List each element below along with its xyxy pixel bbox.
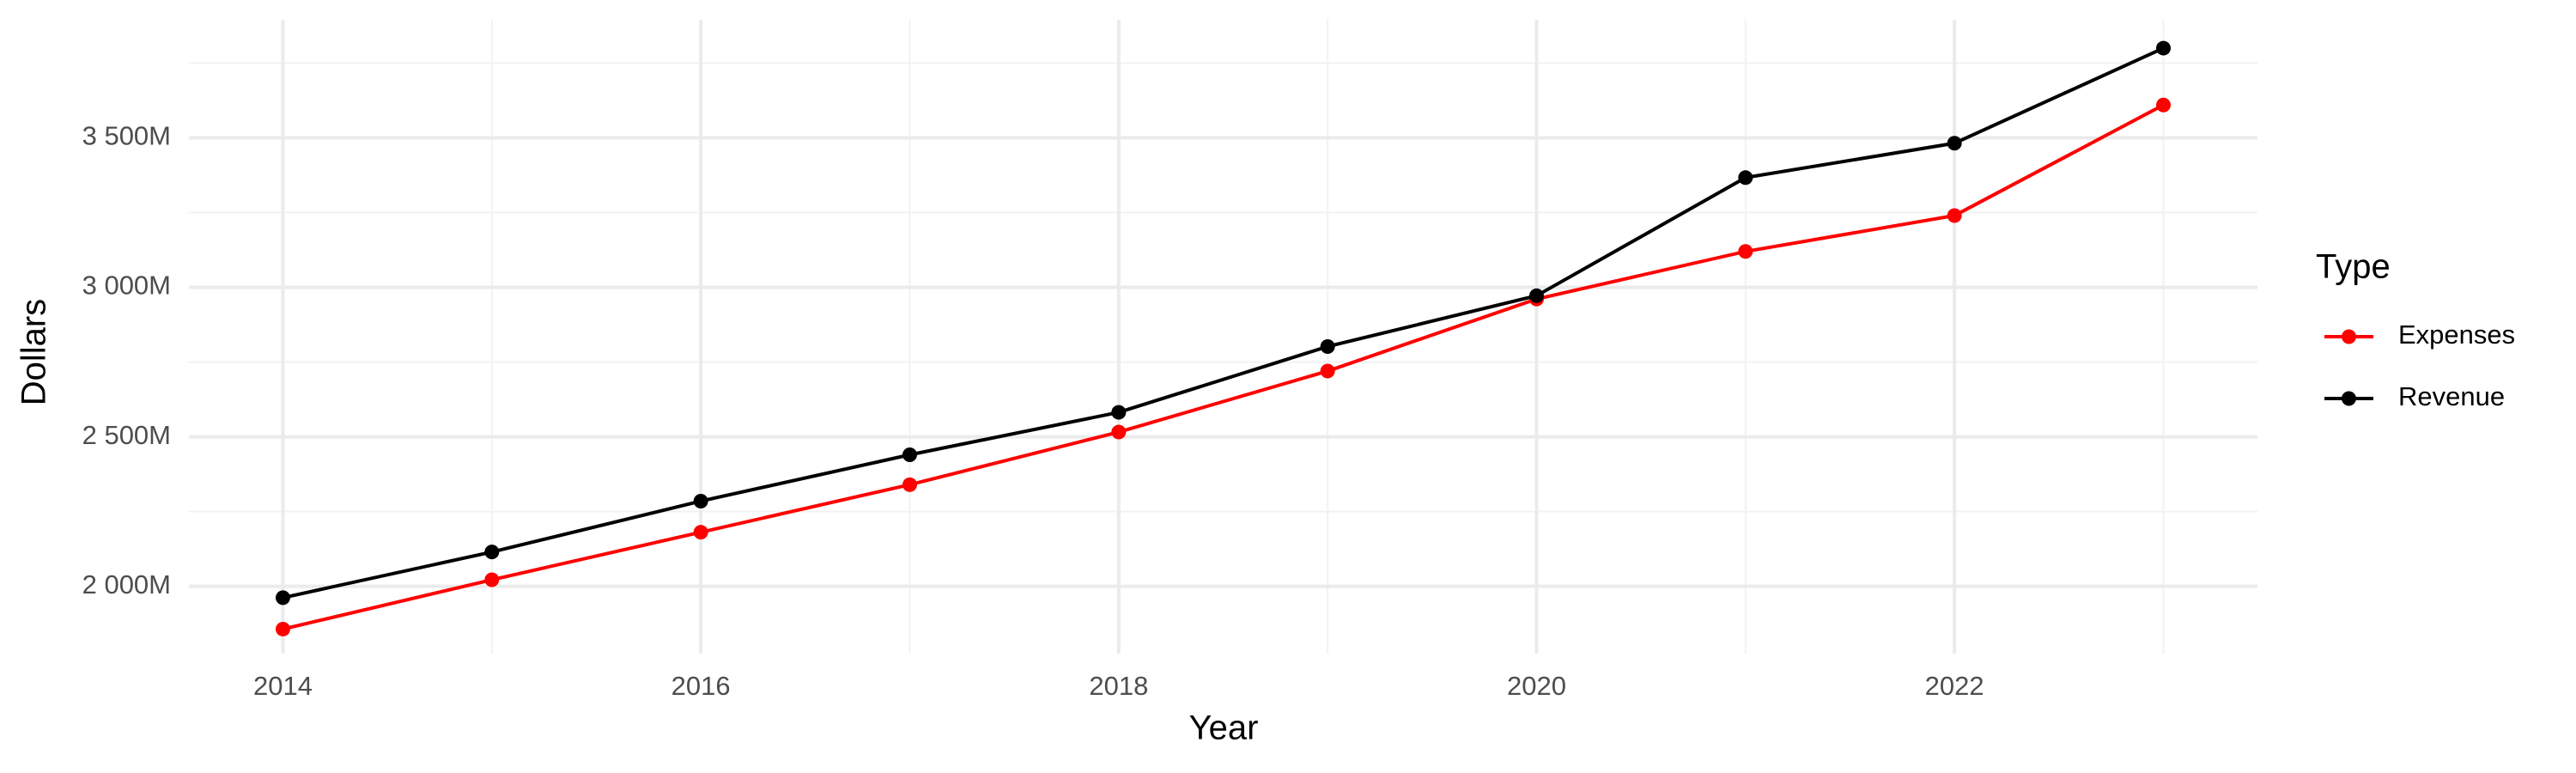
data-point (1529, 288, 1544, 303)
data-point (902, 447, 917, 463)
data-point (1111, 424, 1127, 440)
y-tick-label: 3 500M (82, 121, 171, 151)
data-point (2156, 97, 2171, 113)
series-line (283, 46, 2165, 600)
data-point (1947, 136, 1962, 151)
data-point (1320, 338, 1335, 354)
y-tick-label: 2 500M (82, 420, 171, 450)
data-point (2156, 40, 2171, 56)
data-point (1738, 170, 1753, 186)
x-tick-label: 2018 (1089, 671, 1148, 701)
x-tick-label: 2016 (671, 671, 731, 701)
x-axis-title: Year (1189, 709, 1259, 747)
x-tick-label: 2014 (253, 671, 313, 701)
y-tick-label: 2 000M (82, 569, 171, 600)
data-point (902, 477, 917, 492)
data-point (276, 621, 290, 636)
legend-title: Type (2316, 248, 2391, 286)
data-point (1947, 208, 1962, 223)
data-point (693, 525, 708, 540)
x-tick-label: 2020 (1507, 671, 1566, 701)
y-tick-label: 3 000M (82, 271, 171, 301)
data-point (276, 590, 290, 606)
legend-label: Revenue (2398, 381, 2505, 411)
y-axis-title: Dollars (15, 299, 53, 405)
series-line (283, 103, 2165, 631)
x-tick-label: 2022 (1925, 671, 1984, 701)
data-point (484, 545, 500, 560)
data-point (1738, 244, 1753, 259)
legend-point (2342, 391, 2356, 406)
data-point (1320, 363, 1335, 379)
legend-point (2342, 329, 2356, 344)
data-point (693, 493, 708, 508)
legend-label: Expenses (2398, 320, 2515, 350)
data-point (484, 572, 500, 587)
data-point (1111, 405, 1127, 420)
